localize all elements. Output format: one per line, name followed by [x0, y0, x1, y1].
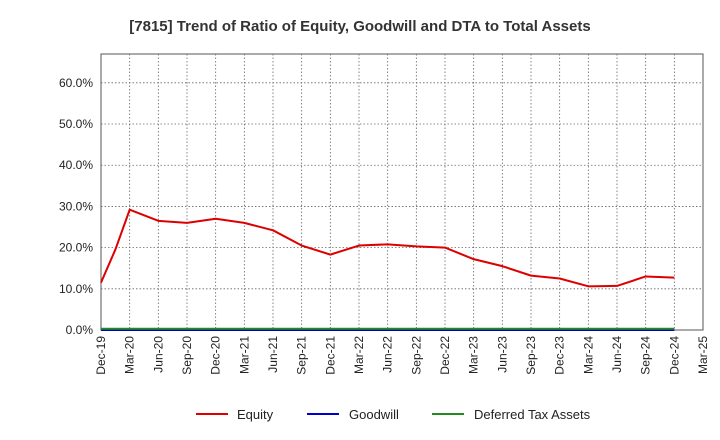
x-tick-label: Jun-20: [151, 336, 165, 373]
x-tick-label: Mar-24: [581, 336, 595, 374]
x-tick-label: Dec-21: [323, 336, 337, 375]
y-tick-label: 20.0%: [59, 241, 93, 255]
x-tick-label: Sep-24: [639, 336, 653, 375]
y-tick-label: 50.0%: [59, 117, 93, 131]
x-tick-label: Mar-23: [467, 336, 481, 374]
y-tick-label: 10.0%: [59, 282, 93, 296]
y-tick-label: 30.0%: [59, 199, 93, 213]
x-tick-label: Jun-23: [495, 336, 509, 373]
grid: [100, 53, 704, 331]
x-tick-label: Dec-19: [94, 336, 108, 375]
x-tick-label: Sep-20: [180, 336, 194, 375]
x-tick-label: Mar-21: [237, 336, 251, 374]
x-tick-label: Sep-23: [524, 336, 538, 375]
legend: Equity Goodwill Deferred Tax Assets: [196, 407, 591, 422]
axes: Dec-19 Mar-20 Jun-20 Sep-20 Dec-20 Mar-21 Jun-…: [59, 76, 710, 375]
x-tick-label: Dec-24: [667, 336, 681, 375]
x-tick-label: Dec-22: [438, 336, 452, 375]
y-tick-label: 0.0%: [66, 323, 94, 337]
chart-title: [7815] Trend of Ratio of Equity, Goodwil…: [129, 18, 590, 35]
x-tick-label: Jun-21: [266, 336, 280, 373]
x-tick-label: Sep-21: [295, 336, 309, 375]
legend-label-deferred-tax-assets: Deferred Tax Assets: [474, 407, 591, 422]
x-tick-label: Mar-20: [123, 336, 137, 374]
series-line-equity: [100, 208, 675, 288]
x-tick-label: Mar-22: [352, 336, 366, 374]
x-tick-label: Sep-22: [409, 336, 423, 375]
x-tick-label: Mar-25: [696, 336, 710, 374]
series-group: [100, 208, 675, 331]
y-tick-label: 40.0%: [59, 158, 93, 172]
legend-label-goodwill: Goodwill: [349, 407, 399, 422]
x-tick-label: Dec-20: [209, 336, 223, 375]
x-tick-label: Jun-24: [610, 336, 624, 373]
legend-label-equity: Equity: [237, 407, 274, 422]
x-tick-label: Dec-23: [553, 336, 567, 375]
y-tick-label: 60.0%: [59, 76, 93, 90]
x-tick-label: Jun-22: [381, 336, 395, 373]
